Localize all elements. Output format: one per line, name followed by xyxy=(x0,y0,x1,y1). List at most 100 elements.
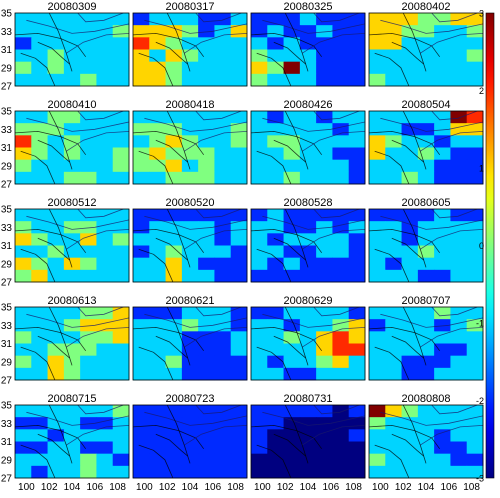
fault-overlay xyxy=(15,111,129,184)
heat-cell xyxy=(47,37,65,50)
heat-cell xyxy=(251,61,268,75)
fault-line xyxy=(402,111,427,170)
heat-cell xyxy=(96,465,114,479)
heat-cell xyxy=(47,367,65,381)
heat-cell xyxy=(417,73,435,87)
heat-cell xyxy=(80,13,97,26)
fault-line xyxy=(262,19,365,34)
heat-cell xyxy=(332,441,350,455)
heat-cell xyxy=(133,147,150,161)
heat-cell xyxy=(96,221,114,234)
fault-line xyxy=(302,327,365,348)
fault-overlay xyxy=(15,405,129,478)
heat-cell xyxy=(251,13,268,26)
heat-cell xyxy=(299,307,317,320)
heat-cell xyxy=(15,61,32,75)
y-tick-label: 35 xyxy=(1,205,13,216)
fault-line xyxy=(144,411,247,426)
heat-cell xyxy=(450,37,468,50)
heat-cell xyxy=(230,269,248,283)
heat-cell xyxy=(133,13,150,26)
heat-cell xyxy=(96,25,114,38)
heat-cell xyxy=(149,465,166,479)
fault-line xyxy=(138,150,174,184)
heat-cell xyxy=(198,135,215,148)
heat-cell xyxy=(181,307,199,320)
y-tick-label: 33 xyxy=(1,125,13,136)
heat-cell xyxy=(96,61,114,75)
heat-cell xyxy=(316,245,333,259)
fault-line xyxy=(402,405,427,464)
heat-cell xyxy=(434,307,451,320)
heat-cell xyxy=(348,453,366,467)
heat-cell xyxy=(267,465,284,479)
heat-cell xyxy=(332,269,350,283)
heat-cell xyxy=(133,343,150,357)
heat-cell xyxy=(214,171,232,185)
panel-frame xyxy=(250,306,366,381)
heat-cell xyxy=(181,319,199,332)
heat-cell xyxy=(385,465,402,479)
heat-cell xyxy=(466,343,484,357)
fault-line xyxy=(302,33,365,54)
fault-line xyxy=(48,307,73,366)
heat-cell xyxy=(316,453,333,467)
fault-line xyxy=(273,433,306,457)
heat-cell xyxy=(15,307,32,320)
heat-cell xyxy=(181,405,199,418)
heat-cell xyxy=(251,221,268,234)
heat-cell xyxy=(385,49,402,63)
heat-cell xyxy=(299,25,317,38)
x-tick-label: 100 xyxy=(254,482,271,493)
heat-cell xyxy=(214,367,232,381)
heat-cell xyxy=(251,465,268,479)
fault-line xyxy=(256,346,292,380)
heat-cell xyxy=(198,331,215,344)
heat-cell xyxy=(149,171,166,185)
heat-cell xyxy=(181,73,199,87)
fault-line xyxy=(256,444,292,478)
heat-cell xyxy=(267,355,284,369)
heat-cell xyxy=(149,123,166,136)
heat-cell xyxy=(47,257,65,271)
heat-cell xyxy=(299,343,317,357)
heat-cell xyxy=(316,111,333,124)
heat-cell xyxy=(251,245,268,259)
heat-cell xyxy=(332,233,350,246)
heat-cell xyxy=(198,61,215,75)
fault-line xyxy=(184,131,247,152)
panel-20080504: 20080504 xyxy=(368,99,484,185)
heat-cell xyxy=(230,343,248,357)
heat-cell xyxy=(369,319,386,332)
panel-20080309: 20080309 35 33 31 29 27 xyxy=(1,1,130,93)
heat-cell xyxy=(283,367,301,381)
heat-cell xyxy=(283,465,301,479)
heat-cell xyxy=(214,147,232,161)
heat-cell xyxy=(96,245,114,259)
heat-cell xyxy=(198,49,215,63)
heat-cell xyxy=(214,441,232,455)
panel-frame xyxy=(132,404,248,479)
heat-cell xyxy=(96,257,114,271)
heat-cell xyxy=(230,307,248,320)
y-tick-label: 27 xyxy=(1,180,13,191)
heat-cell xyxy=(63,307,81,320)
y-tick-label: 33 xyxy=(1,321,13,332)
panel-frame xyxy=(132,208,248,283)
fault-line xyxy=(374,346,410,380)
y-tick-label: 27 xyxy=(1,82,13,93)
heat-cell xyxy=(450,245,468,259)
heat-cell xyxy=(80,209,97,222)
heat-cell xyxy=(133,135,150,148)
heat-cell xyxy=(15,171,32,185)
fault-line xyxy=(402,13,427,72)
heat-cell xyxy=(112,37,130,50)
heat-cell xyxy=(450,147,468,161)
heat-cell xyxy=(15,135,32,148)
heat-cell xyxy=(80,49,97,63)
heat-cell xyxy=(198,25,215,38)
heat-cell xyxy=(165,135,183,148)
heat-cell xyxy=(165,221,183,234)
heat-cell xyxy=(283,73,301,87)
heat-cell xyxy=(417,453,435,467)
